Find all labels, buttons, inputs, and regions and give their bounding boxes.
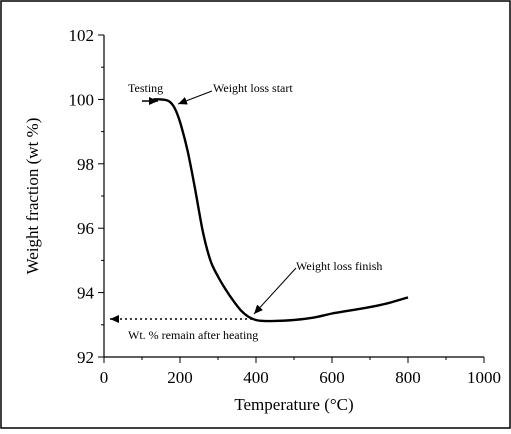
annotation-weight-loss-start-arrow — [177, 90, 213, 105]
x-tick-label: 1000 — [467, 368, 501, 387]
series-line — [153, 98, 409, 323]
y-tick-label: 94 — [77, 284, 95, 303]
x-tick-label: 400 — [243, 368, 269, 387]
y-tick-label: 98 — [77, 155, 94, 174]
x-tick-label: 0 — [100, 368, 109, 387]
x-tick-label: 200 — [167, 368, 193, 387]
annotation-weight-loss-finish-label: Weight loss finish — [296, 259, 382, 273]
annotation-remain-label: Wt. % remain after heating — [128, 328, 258, 342]
y-tick-label: 96 — [77, 219, 94, 238]
y-tick-label: 102 — [69, 26, 95, 45]
x-axis-title: Temperature (°C) — [234, 395, 353, 414]
ticks-layer: 0 200 400 600 800 1000 92 94 96 98 100 102 — [69, 26, 502, 387]
annotation-testing-label: Testing — [128, 81, 163, 95]
x-tick-label: 800 — [395, 368, 421, 387]
x-tick-label: 600 — [319, 368, 345, 387]
annotation-weight-loss-finish-arrow — [253, 267, 297, 315]
y-axis-title: Weight fraction (wt %) — [23, 118, 42, 275]
annotations-layer: Testing Weight loss start Weight loss fi… — [110, 81, 382, 342]
series-layer — [153, 98, 409, 323]
annotation-weight-loss-start-label: Weight loss start — [213, 81, 293, 95]
y-tick-label: 100 — [69, 90, 95, 109]
y-tick-label: 92 — [77, 348, 94, 367]
